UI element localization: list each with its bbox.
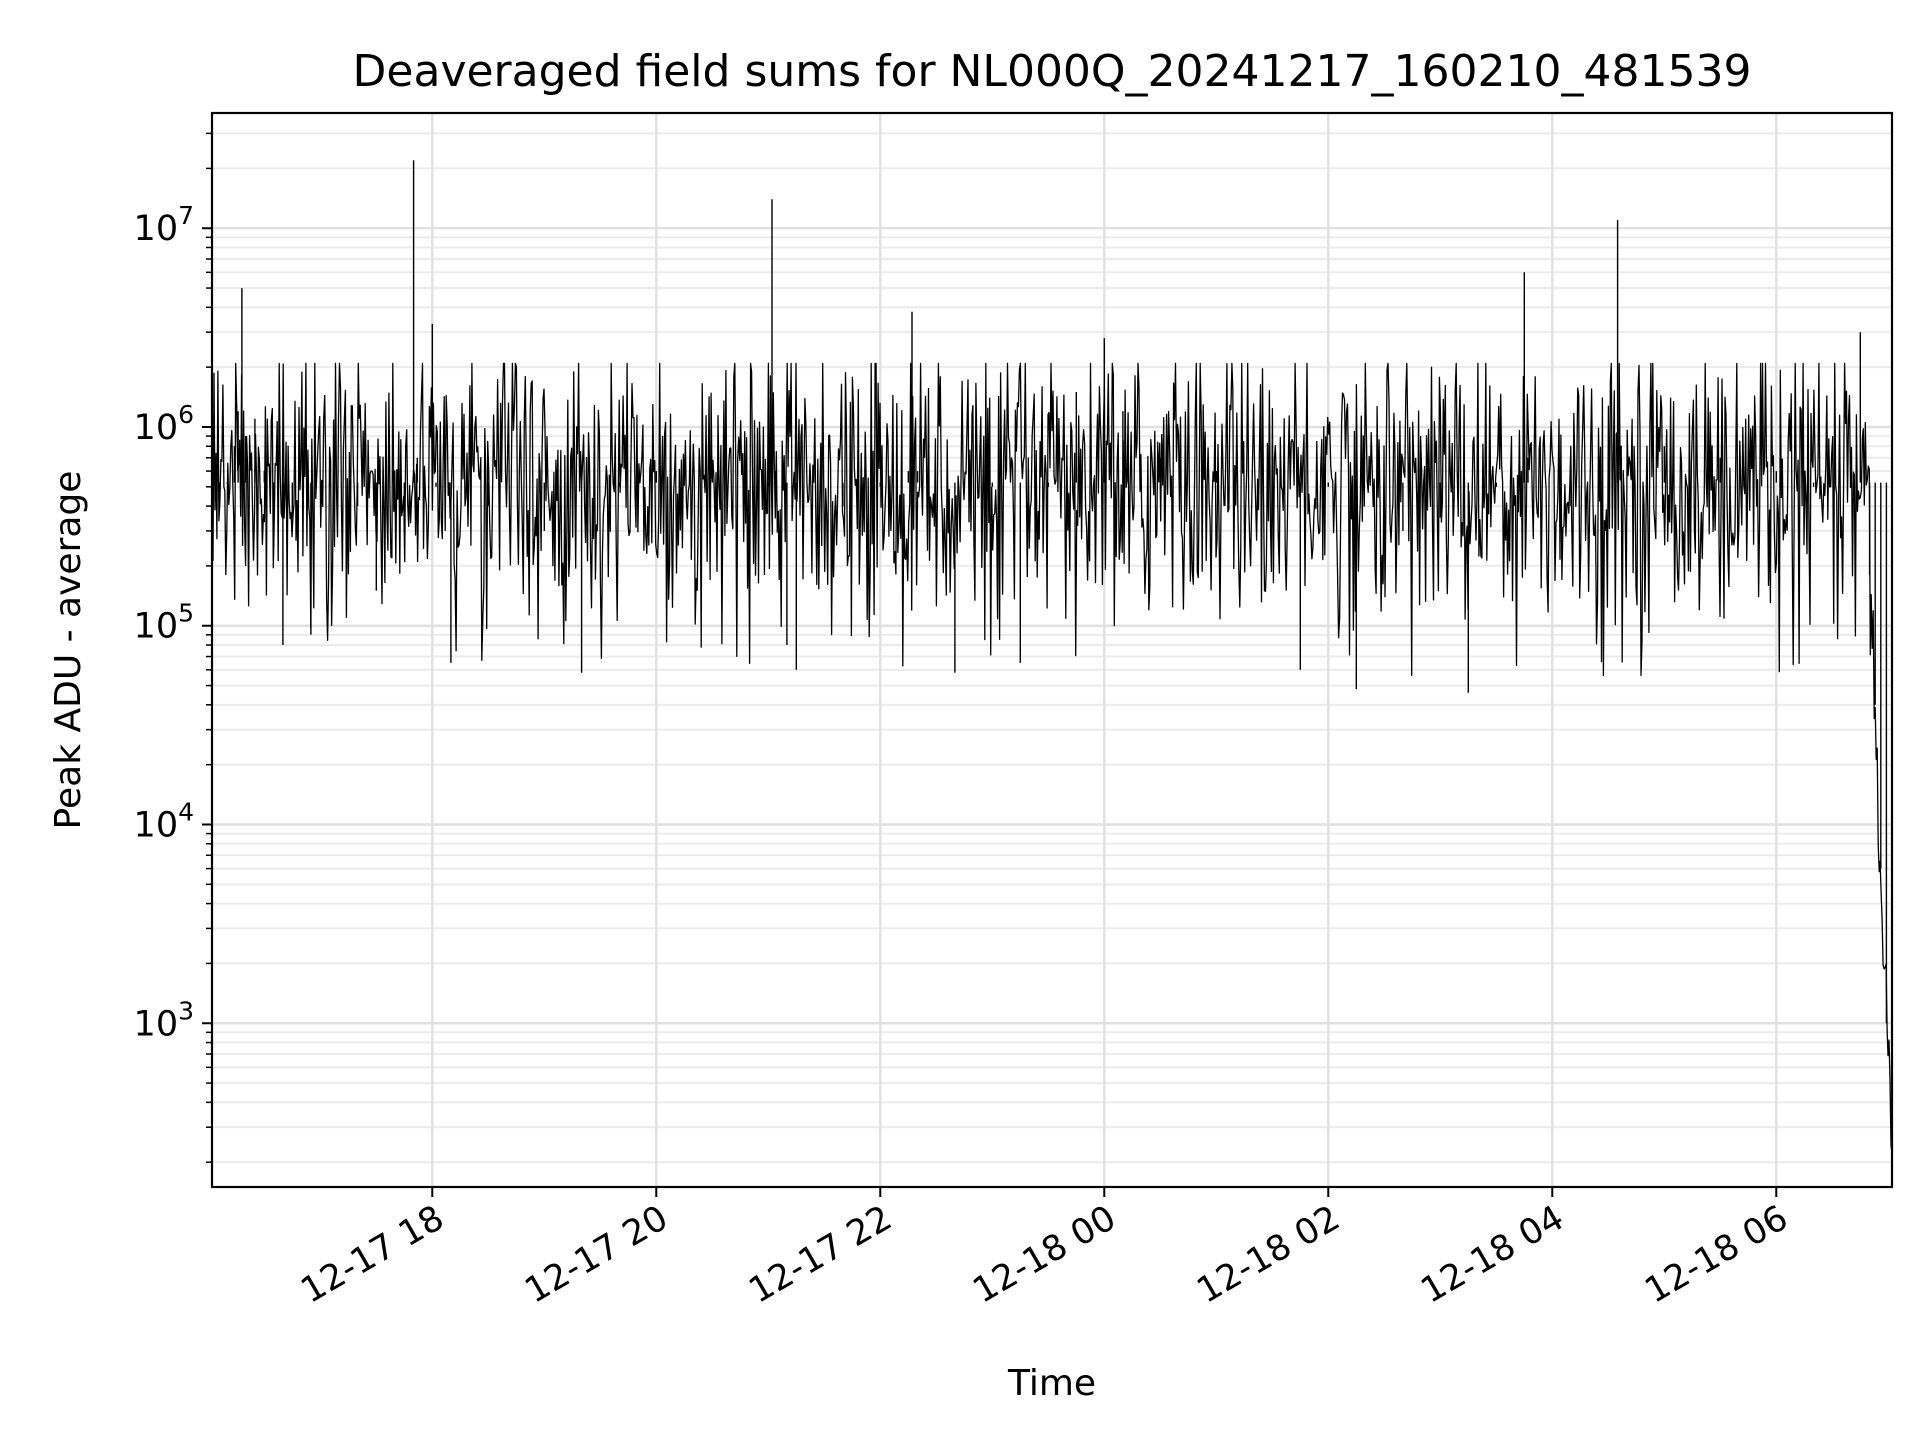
y-tick-exponent: 3	[178, 996, 194, 1025]
y-tick-label: 107	[134, 201, 194, 249]
y-tick-label: 106	[134, 400, 194, 448]
y-tick-label: 103	[134, 996, 194, 1044]
y-tick-base: 10	[134, 607, 179, 647]
y-tick-exponent: 7	[178, 201, 194, 230]
y-tick-base: 10	[134, 1004, 179, 1044]
x-axis-label: Time	[1007, 1363, 1096, 1404]
chart-title: Deaveraged field sums for NL000Q_2024121…	[353, 46, 1752, 97]
y-tick-label: 105	[134, 599, 194, 647]
y-tick-base: 10	[134, 805, 179, 845]
grid	[212, 113, 1892, 1187]
y-tick-exponent: 4	[178, 797, 194, 826]
plot-frame	[210, 111, 1894, 1189]
y-tick-exponent: 6	[178, 400, 194, 429]
series-line	[211, 362, 1893, 1154]
y-tick-exponent: 5	[178, 599, 194, 628]
y-tick-base: 10	[134, 209, 179, 249]
y-tick-label: 104	[134, 797, 194, 845]
y-axis-label: Peak ADU - average	[48, 471, 89, 830]
y-tick-base: 10	[134, 408, 179, 448]
